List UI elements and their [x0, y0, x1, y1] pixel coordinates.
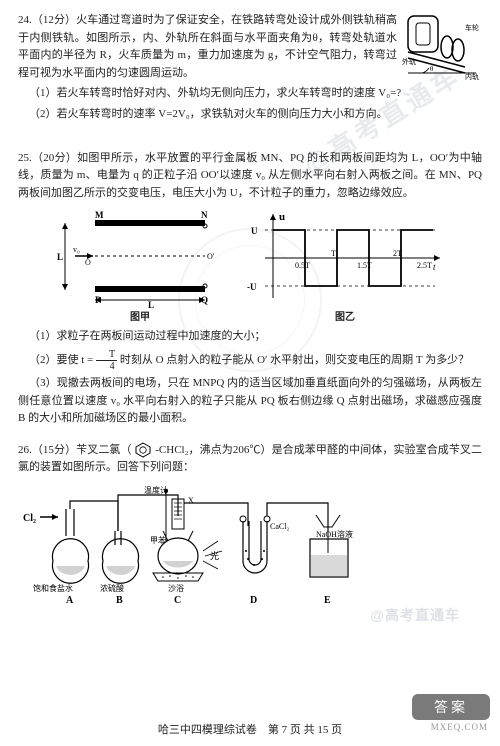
wheel-label: 车轮: [465, 23, 479, 32]
page-footer: 哈三中四模理综试卷 第 7 页 共 15 页: [0, 722, 500, 740]
q25-p2-post: 时刻从 O 点射入的粒子能从 O′ 水平射出，则交变电压的周期 T 为多少？: [120, 354, 469, 366]
inner-rail-label: 内轨: [465, 72, 479, 81]
q25-p2-pre: （2）要使 t =: [29, 354, 93, 366]
temp-label: 温度计: [144, 485, 168, 495]
tick-25T: 2.5T: [417, 261, 432, 270]
tick-15T: 1.5T: [357, 261, 372, 270]
question-26: 26.（15分）苄叉二氯（ -CHCl₂，沸点为206℃）是合成苯甲醛的中间体，…: [18, 442, 482, 611]
cl2-label: Cl₂: [23, 513, 36, 524]
minusU-label: -U: [247, 282, 257, 292]
theta-label: θ: [430, 65, 434, 73]
tick-2T: 2T: [393, 249, 402, 258]
v0-label: v₀: [73, 245, 80, 254]
tick-T: T: [331, 249, 336, 258]
A-label: A: [66, 595, 74, 606]
B-label: B: [116, 595, 123, 606]
jia-label: 甲苯: [150, 535, 166, 545]
Oprime-label: O′: [207, 252, 215, 261]
q25-fig2: u t U -U 0.5T T 1.5T 2T 2.5T 图乙: [245, 208, 445, 326]
q24-part1: （1）若火车转弯时恰好对内、外轨均无侧向压力，求火车转弯时的速度 V₀=?: [18, 85, 482, 103]
q25-part3: （3）现撤去两板间的电场，只在 MNPQ 内的适当区域加垂直纸面向外的匀强磁场，…: [18, 375, 482, 428]
x-label: X: [188, 496, 194, 505]
salt-label: 饱和食盐水: [33, 583, 73, 593]
frac-den: 4: [96, 361, 117, 372]
tick-05T: 0.5T: [295, 261, 310, 270]
C-label: C: [174, 595, 181, 606]
O-label: O: [85, 258, 91, 267]
t-label: t: [433, 262, 436, 272]
q25-head: 25.（20分）如图甲所示，水平放置的平行金属板 MN、PQ 的长和两板间距均为…: [18, 150, 482, 203]
naoh-label: NaOH溶液: [316, 529, 353, 539]
U-label: U: [251, 226, 258, 236]
benzene-ring-icon: [134, 442, 152, 458]
q25-part2: （2）要使 t = T 4 时刻从 O 点射入的粒子能从 O′ 水平射出，则交变…: [18, 349, 482, 372]
exam-page: @高考直通车 @高考直通车 θ 车轮 外轨 内轨 24.（12分）火车通过弯道时…: [0, 0, 500, 746]
q25-fig1: v₀ O O′ M N P Q L L 图甲: [55, 208, 225, 326]
E-label: E: [324, 595, 331, 606]
frac-num: T: [96, 349, 117, 361]
fraction-T-4: T 4: [96, 349, 117, 372]
mx-badge: MXEQ.COM: [431, 720, 488, 734]
q24-figure: θ 车轮 外轨 内轨: [402, 12, 482, 82]
light-label: 光: [210, 550, 219, 561]
fig2-caption: 图乙: [245, 310, 445, 326]
q24-part2: （2）若火车转弯时的速率 V=2V₀，求铁轨对火车的侧向压力大小和方向。: [18, 106, 482, 124]
sand-label: 沙浴: [168, 583, 184, 593]
N-label: N: [201, 210, 208, 220]
L-bottom: L: [148, 300, 154, 308]
fig1-caption: 图甲: [55, 310, 225, 326]
h2so4-label: 浓硫酸: [100, 583, 124, 593]
q25-part1: （1）求粒子在两板间运动过程中加速度的大小；: [18, 328, 482, 346]
q24-head: 24.（12分）火车通过弯道时为了保证安全，在铁路转弯处设计成外侧铁轨稍高于内侧…: [18, 12, 397, 82]
q26-apparatus: Cl₂ 饱和食盐水 A 浓硫酸 B: [18, 481, 482, 611]
answer-badge: 答案: [412, 694, 490, 720]
L-left: L: [57, 252, 63, 262]
question-25: 25.（20分）如图甲所示，水平放置的平行金属板 MN、PQ 的长和两板间距均为…: [18, 150, 482, 428]
q25-figures: v₀ O O′ M N P Q L L 图甲: [18, 208, 482, 326]
M-label: M: [95, 210, 104, 220]
u-label: u: [279, 211, 285, 223]
question-24: θ 车轮 外轨 内轨 24.（12分）火车通过弯道时为了保证安全，在铁路转弯处设…: [18, 12, 482, 124]
q26-head-pre: 26.（15分）苄叉二氯（: [18, 444, 132, 456]
cacl2-label: CaCl₂: [270, 522, 289, 531]
outer-rail-label: 外轨: [402, 57, 416, 66]
q26-head: 26.（15分）苄叉二氯（ -CHCl₂，沸点为206℃）是合成苯甲醛的中间体，…: [18, 442, 482, 477]
D-label: D: [250, 595, 257, 606]
